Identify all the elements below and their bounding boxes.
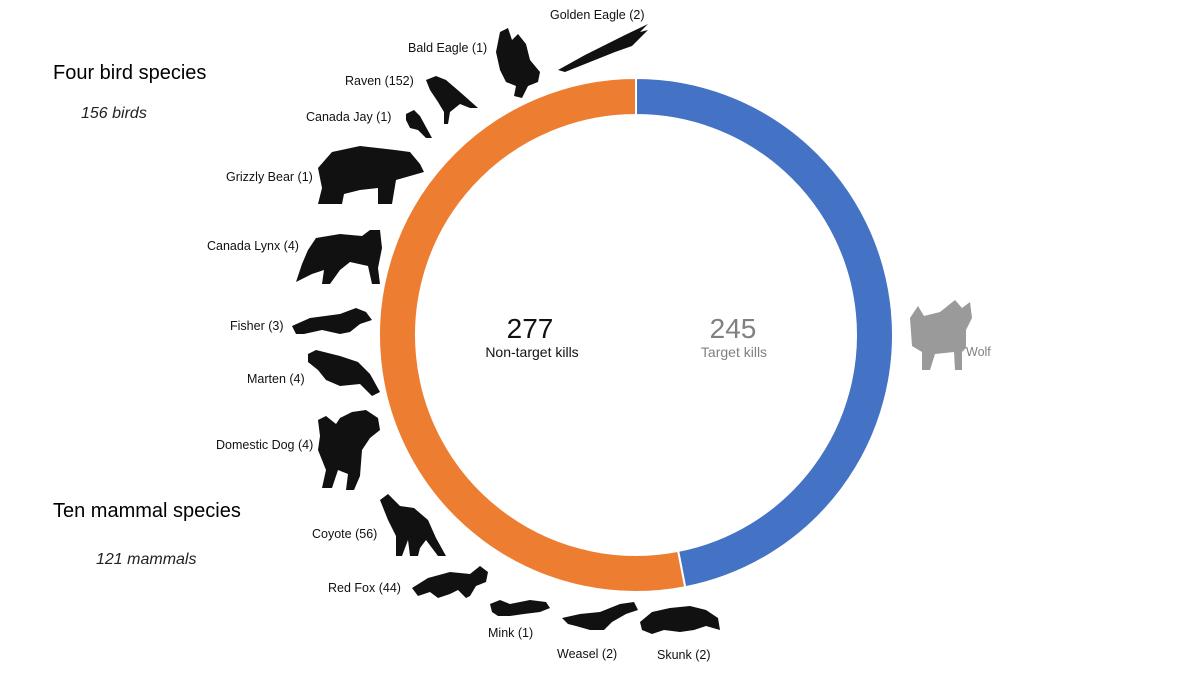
wolf-label: Wolf (966, 345, 991, 359)
skunk-label: Skunk (2) (657, 648, 711, 662)
target-kills-segment (635, 76, 894, 589)
canada-jay-label: Canada Jay (1) (306, 110, 391, 124)
non-target-kills-segment (378, 76, 687, 593)
coyote-label: Coyote (56) (312, 527, 377, 541)
fisher-icon (292, 308, 372, 334)
grizzly-bear-icon (318, 146, 424, 204)
bald-eagle-label: Bald Eagle (1) (408, 41, 487, 55)
dog-label: Domestic Dog (4) (216, 438, 313, 452)
target-value: 245 (710, 313, 757, 344)
bald-eagle-icon (496, 28, 540, 98)
wolf-icon (910, 300, 972, 370)
skunk-icon (640, 606, 720, 634)
lynx-icon (296, 230, 382, 284)
coyote-icon (380, 494, 446, 556)
golden-eagle-label: Golden Eagle (2) (550, 8, 645, 22)
bird-group-subtitle: 156 birds (81, 105, 147, 122)
mink-icon (490, 600, 550, 616)
dog-icon (318, 410, 380, 490)
non-target-value: 277 (507, 313, 554, 344)
raven-icon (426, 76, 478, 124)
target-label: Target kills (701, 344, 767, 360)
mammal-group-title: Ten mammal species (53, 500, 241, 522)
non-target-label: Non-target kills (485, 344, 578, 360)
bird-group-title: Four bird species (53, 62, 207, 84)
weasel-icon (562, 602, 638, 630)
weasel-label: Weasel (2) (557, 647, 617, 661)
donut-segments (378, 76, 894, 593)
raven-label: Raven (152) (345, 74, 414, 88)
mink-label: Mink (1) (488, 626, 533, 640)
red-fox-icon (412, 566, 488, 598)
mammal-group-subtitle: 121 mammals (96, 551, 197, 568)
marten-label: Marten (4) (247, 372, 305, 386)
marten-icon (308, 350, 380, 396)
canada-jay-icon (406, 110, 432, 138)
red-fox-label: Red Fox (44) (328, 581, 401, 595)
fisher-label: Fisher (3) (230, 319, 283, 333)
golden-eagle-icon (558, 24, 648, 72)
grizzly-bear-label: Grizzly Bear (1) (226, 170, 313, 184)
lynx-label: Canada Lynx (4) (207, 239, 299, 253)
